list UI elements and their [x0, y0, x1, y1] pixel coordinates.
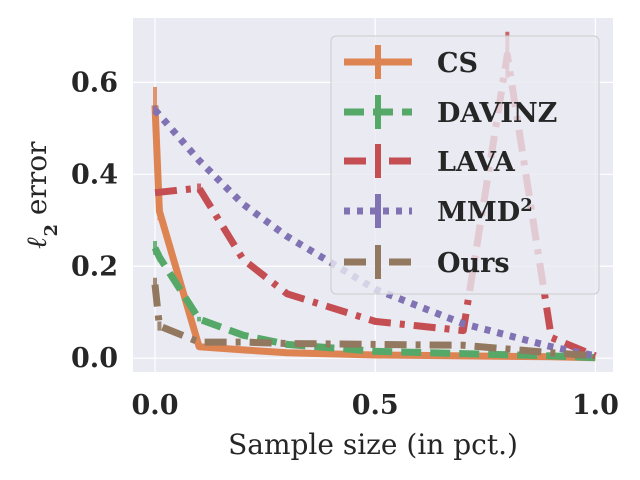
ticks: 0.0 0.5 1.0 0.0 0.2 0.4 0.6 [71, 67, 619, 421]
legend-label-davinz: DAVINZ [437, 98, 557, 129]
legend: CS DAVINZ LAVA MMD2 Ours [330, 35, 600, 295]
y-tick-label: 0.0 [71, 343, 118, 374]
legend-box [330, 35, 600, 295]
legend-item-ours: Ours [344, 245, 510, 279]
legend-label-cs: CS [437, 48, 478, 79]
legend-label-lava: LAVA [437, 147, 516, 178]
y-tick-label: 0.6 [71, 67, 118, 98]
series-layer [151, 31, 597, 362]
legend-item-mmd2: MMD2 [344, 194, 533, 228]
x-tick-label: 1.0 [572, 390, 619, 421]
x-tick-label: 0.5 [352, 390, 399, 421]
y-tick-label: 0.4 [71, 159, 118, 190]
x-axis-label: Sample size (in pct.) [228, 428, 518, 461]
series-line-ours [151, 284, 596, 360]
y-tick-label: 0.2 [71, 251, 118, 282]
legend-item-cs: CS [344, 45, 478, 79]
series-line-davinz [151, 246, 596, 362]
series-davinz [151, 240, 596, 362]
legend-label-ours: Ours [437, 248, 510, 279]
legend-item-lava: LAVA [344, 144, 516, 178]
legend-label-mmd2: MMD2 [437, 195, 533, 229]
series-ours [151, 277, 596, 360]
y-axis-label: ℓ2 error [20, 141, 62, 250]
x-tick-label: 0.0 [132, 390, 179, 421]
legend-item-davinz: DAVINZ [344, 95, 557, 129]
